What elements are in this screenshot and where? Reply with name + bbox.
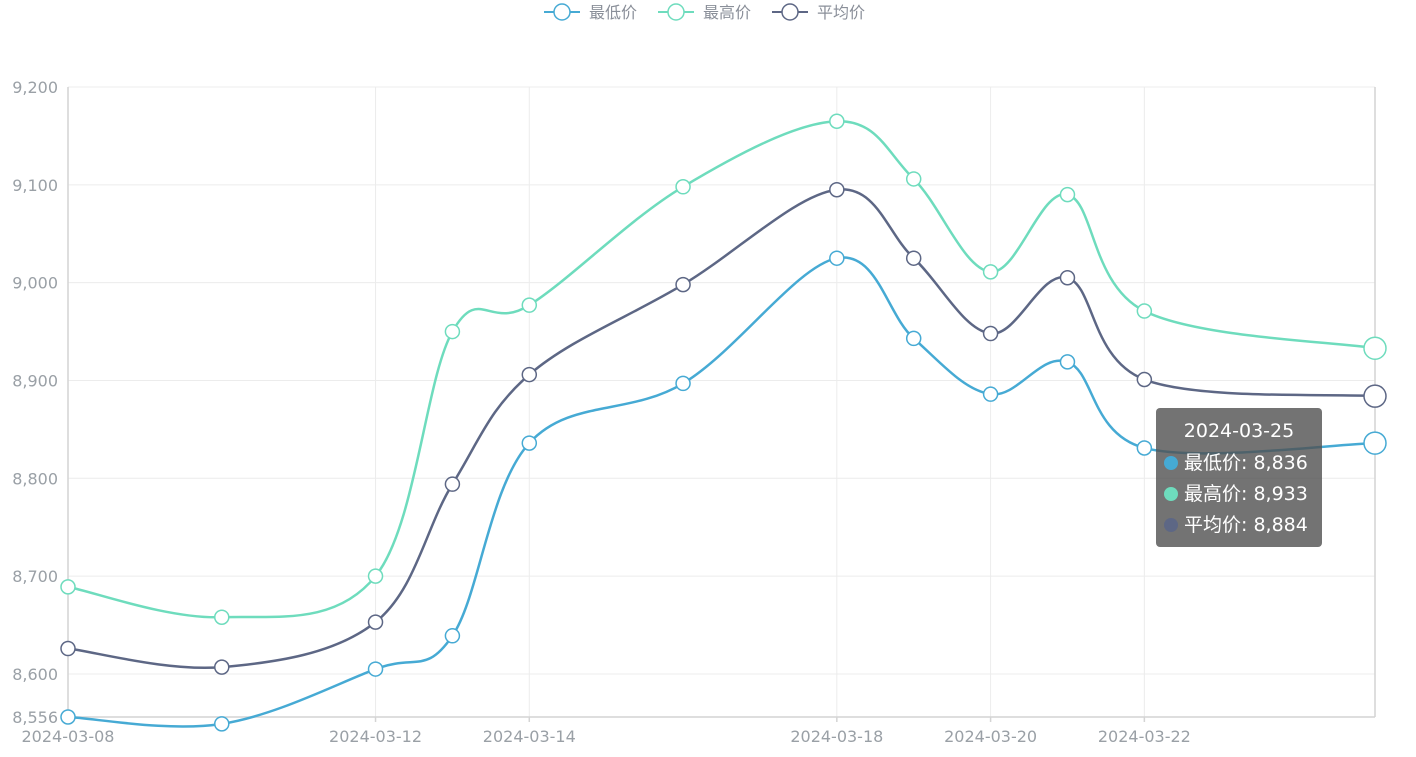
y-tick-label: 8,900 [12,371,58,390]
y-tick-label: 9,100 [12,176,58,195]
y-tick-label: 8,800 [12,469,58,488]
legend-item[interactable]: 最高价 [658,3,751,22]
tooltip-row-max: 最高价: 8,933 [1164,479,1314,510]
data-point[interactable] [1136,371,1153,388]
x-tick-label: 2024-03-20 [944,727,1037,746]
tooltip-dot-min [1164,456,1178,470]
data-point[interactable] [214,716,230,732]
data-point[interactable] [905,330,922,347]
series-line [67,256,1376,728]
data-point[interactable] [982,386,999,402]
y-tick-label: 8,700 [12,567,58,586]
tooltip-dot-avg [1164,518,1178,532]
legend-item[interactable]: 最低价 [544,3,637,22]
data-point[interactable] [905,250,922,266]
data-point[interactable] [60,709,76,725]
series [60,113,1387,732]
tooltip-title: 2024-03-25 [1183,420,1295,442]
tooltip-dot-max [1164,487,1178,501]
legend-marker-icon [781,3,799,21]
data-point[interactable] [1363,384,1387,408]
series-avg-price [60,181,1387,675]
axes: 8,556 8,600 8,700 8,800 8,900 9,000 9,100 9,200… [12,78,1376,746]
legend-marker-icon [553,3,571,21]
y-tick-label: 8,600 [12,665,58,684]
data-point[interactable] [675,276,691,293]
x-tick-label: 2024-03-08 [22,727,115,746]
data-point[interactable] [675,375,691,392]
data-point[interactable] [367,614,384,630]
tooltip-row-min: 最低价: 8,836 [1164,448,1314,479]
tooltip-text-max: 最高价: 8,933 [1184,483,1308,505]
data-point[interactable] [982,325,999,342]
data-point[interactable] [60,579,76,595]
legend[interactable]: 最低价 最高价 平均价 [544,3,865,22]
data-point[interactable] [214,659,230,675]
legend-label: 平均价 [817,3,865,22]
legend-label: 最高价 [703,3,751,22]
y-tick-label: 9,000 [12,274,58,293]
data-point[interactable] [1059,270,1076,286]
y-tick-label: 8,556 [12,708,58,727]
y-tick-label: 9,200 [12,78,58,97]
data-point[interactable] [214,609,230,625]
data-point[interactable] [521,435,538,451]
series-line [67,188,1376,670]
x-tick-label: 2024-03-14 [483,727,576,746]
data-point[interactable] [1136,303,1153,319]
legend-marker-icon [667,3,685,21]
x-tick-label: 2024-03-12 [329,727,422,746]
data-point[interactable] [444,628,461,644]
data-point[interactable] [1059,354,1076,370]
tooltip-row-avg: 平均价: 8,884 [1164,510,1314,541]
legend-label: 最低价 [589,3,637,22]
data-point[interactable] [521,297,538,313]
data-point[interactable] [1363,431,1387,455]
tooltip: 2024-03-25 最低价: 8,836 最高价: 8,933 平均价: 8,… [1156,408,1322,547]
data-point[interactable] [905,171,922,187]
data-point[interactable] [367,661,384,677]
data-point[interactable] [1363,336,1387,360]
data-point[interactable] [60,640,76,657]
x-tick-label: 2024-03-18 [790,727,883,746]
data-point[interactable] [829,113,845,129]
series-line [67,119,1376,619]
tooltip-text-min: 最低价: 8,836 [1184,452,1308,474]
series-max-price [60,113,1387,625]
data-point[interactable] [1136,440,1153,456]
grid [68,86,1375,717]
data-point[interactable] [521,366,538,383]
data-point[interactable] [982,264,999,280]
data-point[interactable] [444,323,461,340]
data-point[interactable] [829,181,845,198]
data-point[interactable] [444,476,461,492]
data-point[interactable] [829,250,845,266]
data-point[interactable] [1059,186,1076,203]
data-point[interactable] [675,179,691,195]
data-point[interactable] [367,568,384,584]
tooltip-text-avg: 平均价: 8,884 [1184,514,1308,536]
series-min-price [60,250,1387,732]
legend-item[interactable]: 平均价 [772,3,865,22]
x-tick-label: 2024-03-22 [1098,727,1191,746]
